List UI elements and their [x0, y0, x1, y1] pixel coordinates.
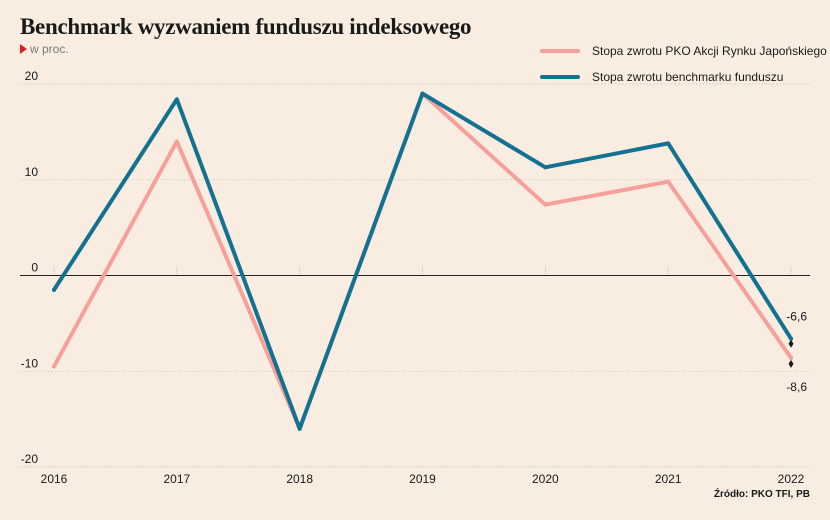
data-point	[789, 355, 793, 360]
x-tick-label: 2022	[778, 472, 805, 486]
data-point	[666, 141, 671, 146]
y-tick-label: 10	[25, 165, 39, 179]
end-marker-fund-icon	[788, 359, 794, 368]
end-label-benchmark: -6,6	[786, 310, 807, 324]
unit-label: w proc.	[20, 42, 69, 56]
data-point	[543, 165, 548, 170]
data-point	[52, 364, 56, 369]
data-point	[666, 179, 671, 184]
legend-label-benchmark: Stopa zwrotu benchmarku funduszu	[592, 70, 784, 84]
chart-title: Benchmark wyzwaniem funduszu indeksowego	[20, 14, 472, 39]
series-line-benchmark	[52, 91, 793, 431]
y-tick-label: 0	[31, 261, 38, 275]
legend-item-fund: Stopa zwrotu PKO Akcji Rynku Japońskiego	[540, 38, 827, 64]
series-line-fund	[52, 91, 793, 431]
legend: Stopa zwrotu PKO Akcji Rynku Japońskiego…	[540, 38, 827, 90]
data-point	[297, 426, 302, 431]
x-tick-label: 2017	[163, 472, 190, 486]
legend-swatch-fund	[540, 49, 580, 53]
x-tick-label: 2019	[409, 472, 436, 486]
unit-text: w proc.	[30, 42, 69, 56]
x-tick-label: 2018	[286, 472, 313, 486]
legend-label-fund: Stopa zwrotu PKO Akcji Rynku Japońskiego	[592, 44, 827, 58]
data-point	[420, 91, 425, 96]
source-note: Źródło: PKO TFI, PB	[713, 489, 810, 500]
end-label-fund: -8,6	[786, 380, 807, 394]
y-tick-label: -20	[21, 452, 39, 466]
data-point	[789, 336, 793, 341]
data-point	[52, 287, 56, 292]
x-tick-label: 2021	[655, 472, 682, 486]
data-point	[543, 202, 548, 207]
legend-swatch-benchmark	[540, 75, 580, 79]
y-tick-label: 20	[25, 69, 39, 83]
x-tick-label: 2020	[532, 472, 559, 486]
y-tick-label: -10	[21, 356, 39, 370]
x-tick-label: 2016	[41, 472, 68, 486]
legend-item-benchmark: Stopa zwrotu benchmarku funduszu	[540, 64, 827, 90]
data-point	[174, 139, 179, 144]
data-point	[174, 97, 179, 102]
end-marker-benchmark-icon	[788, 339, 794, 348]
triangle-marker-icon	[20, 44, 27, 54]
